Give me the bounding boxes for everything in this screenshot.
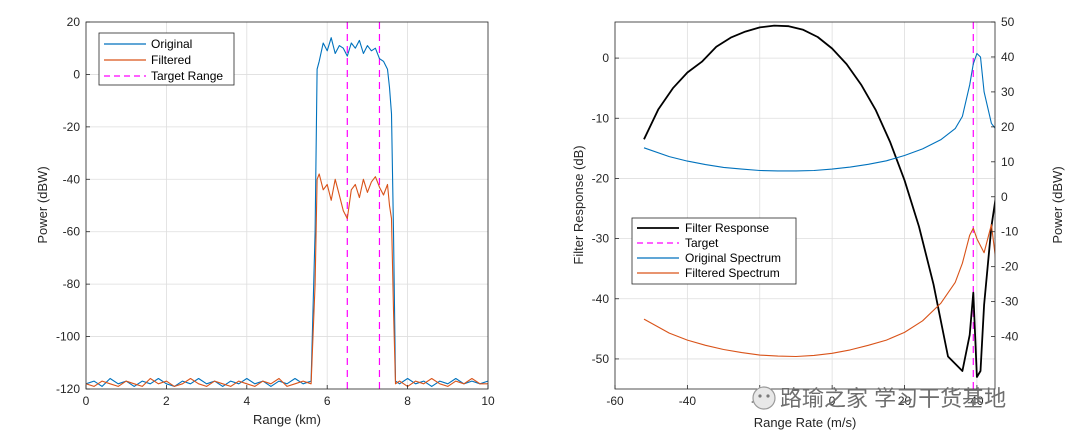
y-right-tick-label: 10 [1001, 155, 1015, 169]
right-grid [614, 22, 995, 389]
y-tick-label: -20 [63, 120, 81, 134]
left-axes-box [85, 21, 489, 390]
right-xlabel: Range Rate (m/s) [754, 415, 857, 430]
x-tick-label: 20 [898, 394, 912, 408]
legend-filtered-spectrum-label: Filtered Spectrum [685, 266, 780, 280]
right-ticks: -60 -40 -20 0 20 40 0 -10 -20 -30 -40 -50 50 40 30 20 10… [592, 15, 1019, 408]
watermark-text: 路瑜之家 学习干货基地 [780, 386, 1006, 411]
y-tick-label: -40 [592, 292, 610, 306]
right-ylabel-left: Filter Response (dB) [571, 145, 586, 264]
x-tick-label: 0 [829, 394, 836, 408]
left-chart: 0 2 4 6 8 10 20 0 -20 -40 -60 -80 -100 -120 Range (km… [35, 15, 495, 427]
right-ylabel-right: Power (dBW) [1050, 166, 1065, 243]
right-legend: Filter Response Target Original Spectrum… [631, 217, 797, 285]
x-tick-label: 0 [83, 394, 90, 408]
y-right-tick-label: 40 [1001, 50, 1015, 64]
left-ylabel: Power (dBW) [35, 166, 50, 243]
x-tick-label: -60 [606, 394, 624, 408]
left-target-lines [346, 22, 381, 389]
left-ticks: 0 2 4 6 8 10 20 0 -20 -40 -60 -80 -100 -120 [56, 15, 495, 408]
y-right-tick-label: 30 [1001, 85, 1015, 99]
x-tick-label: 40 [970, 394, 984, 408]
y-tick-label: -40 [63, 172, 81, 186]
y-tick-label: 0 [602, 51, 609, 65]
y-tick-label: -120 [56, 382, 80, 396]
legend-target-range-label: Target Range [151, 69, 223, 83]
y-right-tick-label: 20 [1001, 120, 1015, 134]
y-tick-label: -100 [56, 330, 80, 344]
y-right-tick-label: 0 [1001, 190, 1008, 204]
y-tick-label: 20 [67, 15, 81, 29]
wechat-icon-eye-right [766, 394, 770, 398]
legend-original-label: Original [151, 37, 192, 51]
y-tick-label: -30 [592, 232, 610, 246]
left-legend: Original Filtered Target Range [98, 32, 235, 86]
left-series [86, 37, 488, 387]
series-line-filtered-spectrum [643, 224, 995, 358]
wechat-icon [752, 386, 776, 410]
watermark: 路瑜之家 学习干货基地 [752, 386, 1006, 411]
y-tick-label: -60 [63, 225, 81, 239]
y-tick-label: 0 [73, 67, 80, 81]
y-tick-label: -10 [592, 111, 610, 125]
right-axes-box [614, 21, 996, 390]
series-line-filter-response [643, 24, 995, 378]
legend-filtered-label: Filtered [151, 53, 191, 67]
y-tick-label: -50 [592, 352, 610, 366]
y-right-tick-label: -40 [1001, 330, 1019, 344]
series-line-original [86, 37, 488, 387]
y-right-tick-label: -30 [1001, 295, 1019, 309]
legend-filter-response-label: Filter Response [685, 221, 769, 235]
x-tick-label: 4 [243, 394, 250, 408]
right-chart: -60 -40 -20 0 20 40 0 -10 -20 -30 -40 -50 50 40 30 20 10… [571, 15, 1065, 430]
x-tick-label: 8 [404, 394, 411, 408]
x-tick-label: -40 [679, 394, 697, 408]
left-xlabel: Range (km) [253, 412, 321, 427]
wechat-icon-eye-left [758, 394, 762, 398]
series-line-original-spectrum [643, 52, 995, 172]
y-tick-label: -80 [63, 277, 81, 291]
y-right-tick-label: 50 [1001, 15, 1015, 29]
x-tick-label: 6 [324, 394, 331, 408]
legend-target-label: Target [685, 236, 719, 250]
x-tick-label: 10 [481, 394, 495, 408]
y-right-tick-label: -10 [1001, 225, 1019, 239]
x-tick-label: 2 [163, 394, 170, 408]
y-right-tick-label: -20 [1001, 260, 1019, 274]
right-series [643, 24, 995, 378]
series-line-filtered [86, 173, 488, 387]
y-tick-label: -20 [592, 171, 610, 185]
legend-original-spectrum-label: Original Spectrum [685, 251, 781, 265]
left-legend-box [98, 32, 235, 86]
